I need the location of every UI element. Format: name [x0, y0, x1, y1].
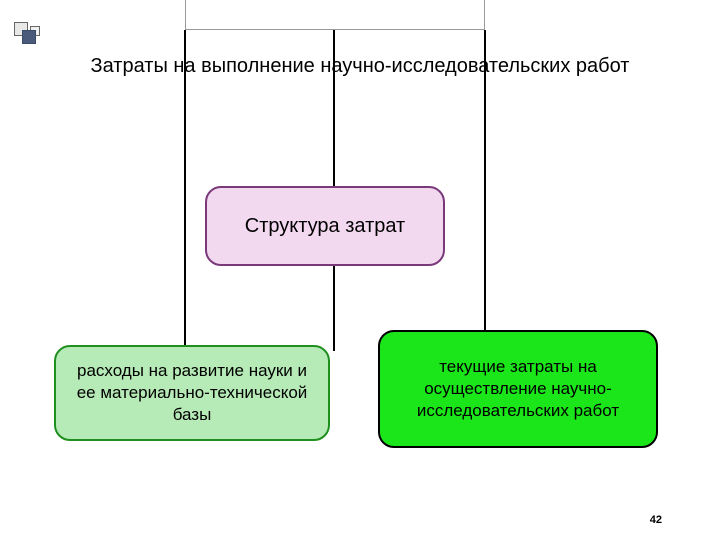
page-number: 42	[650, 514, 662, 526]
connector-line	[484, 30, 486, 330]
decor-square	[22, 30, 36, 44]
connector-line	[333, 266, 335, 351]
diagram-canvas: { "type": "flowchart", "title": "Затраты…	[0, 0, 720, 540]
top-partial-rect	[185, 0, 485, 30]
node-right: текущие затраты на осуществление научно-…	[378, 330, 658, 448]
page-title: Затраты на выполнение научно-исследовате…	[0, 50, 720, 82]
connector-line	[184, 30, 186, 345]
node-label: расходы на развитие науки и ее материаль…	[70, 360, 314, 426]
connector-line	[333, 30, 335, 186]
node-left: расходы на развитие науки и ее материаль…	[54, 345, 330, 441]
node-center: Структура затрат	[205, 186, 445, 266]
node-label: Структура затрат	[245, 213, 405, 239]
node-label: текущие затраты на осуществление научно-…	[394, 356, 642, 422]
